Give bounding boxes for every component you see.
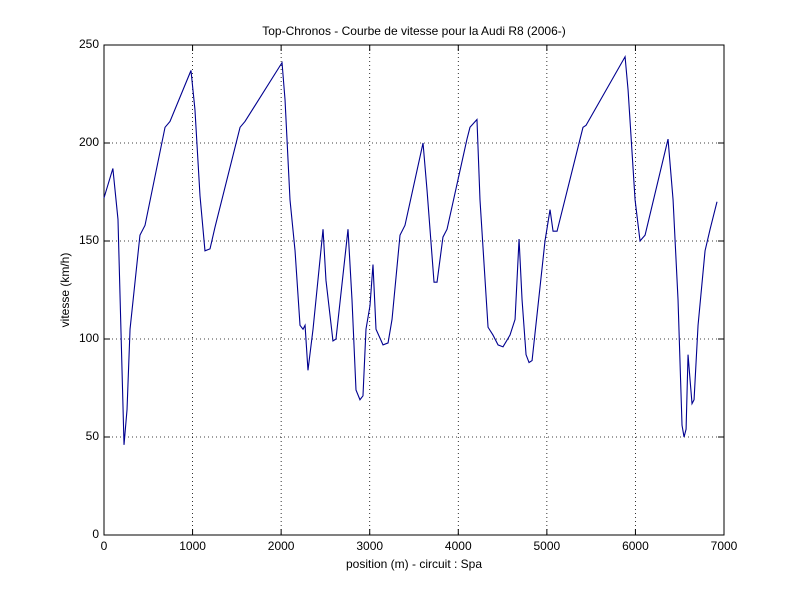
x-tick-label: 4000 [445,539,472,553]
speed-line [103,54,718,445]
y-tick-label: 150 [79,233,99,247]
x-tick-label: 3000 [356,539,383,553]
chart-title: Top-Chronos - Courbe de vitesse pour la … [262,24,566,38]
x-tick-label: 1000 [179,539,206,553]
y-tick-label: 100 [79,331,99,345]
x-tick-label: 6000 [622,539,649,553]
x-tick-label: 0 [101,539,108,553]
y-tick-label: 50 [86,429,100,443]
x-axis-label: position (m) - circuit : Spa [346,557,482,571]
plot-frame [103,44,725,536]
x-tick-label: 2000 [268,539,295,553]
y-tick-label: 200 [79,135,99,149]
y-tick-label: 0 [92,527,99,541]
x-tick-label: 5000 [534,539,561,553]
y-tick-label: 250 [79,37,99,51]
y-axis-label: vitesse (km/h) [58,253,72,328]
x-tick-label: 7000 [711,539,738,553]
